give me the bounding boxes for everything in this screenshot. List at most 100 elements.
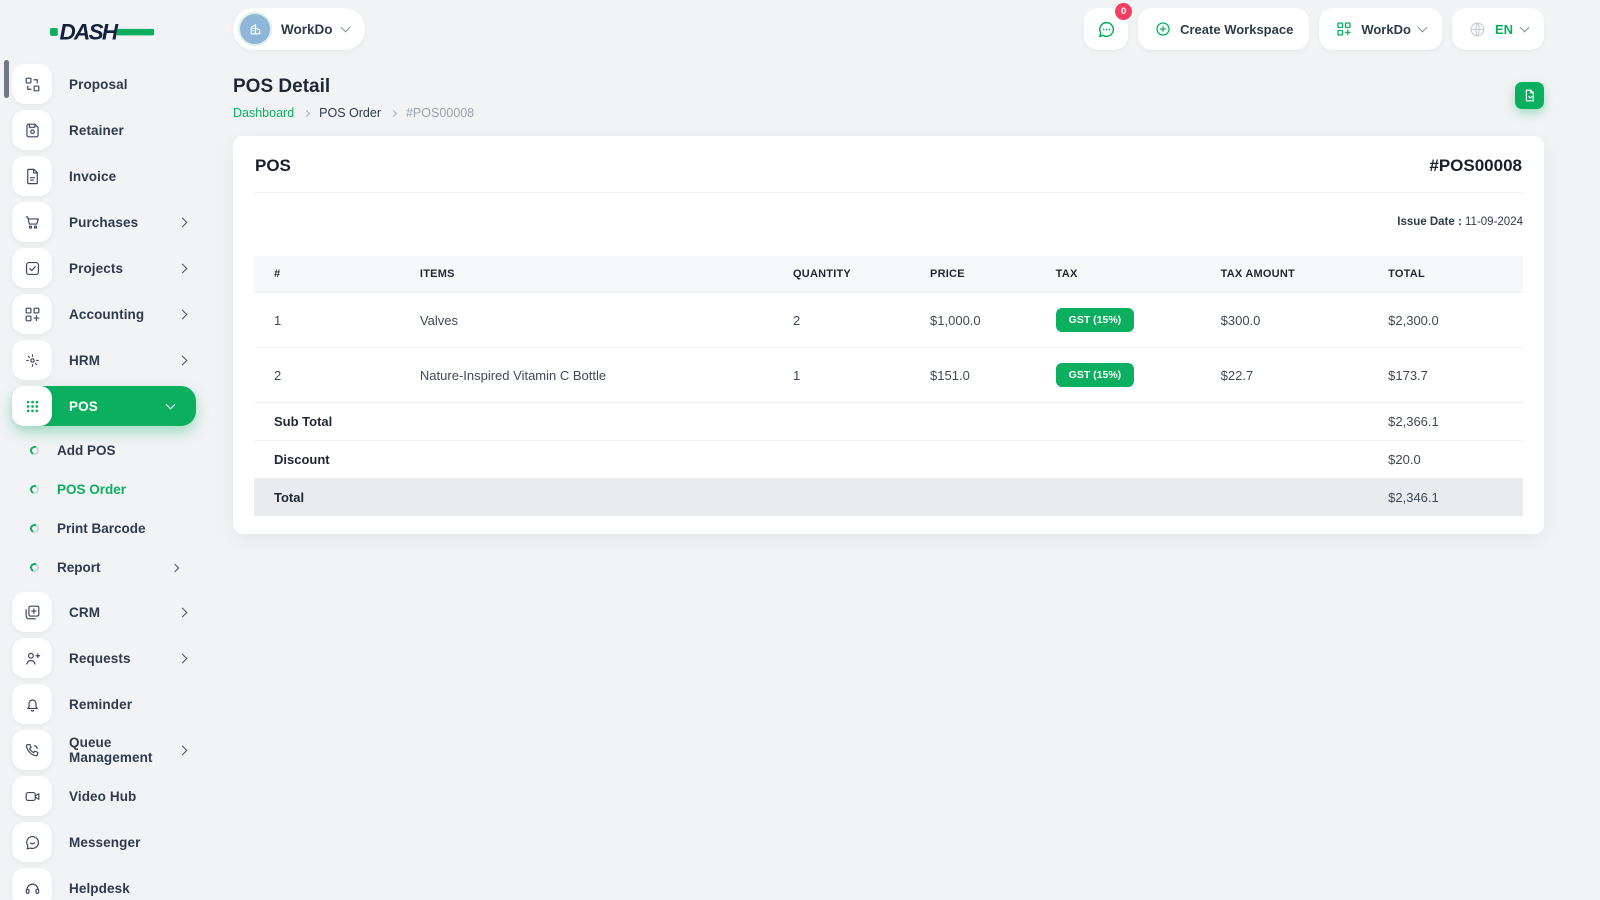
col-header-total: TOTAL [1388, 268, 1425, 280]
sidebar-item-messenger[interactable]: Messenger [0, 819, 210, 865]
empty-cell [399, 402, 1369, 441]
workspace-avatar [238, 12, 272, 46]
sidebar-item-crm[interactable]: CRM [0, 589, 210, 635]
cell-total: $2,300.0 [1368, 292, 1523, 348]
sidebar-item-label: Messenger [69, 834, 141, 850]
breadcrumb-separator-icon [303, 109, 311, 117]
messages-button[interactable]: 0 [1084, 3, 1133, 50]
cell-price: $151.0 [910, 347, 1036, 403]
col-header-quantity: QUANTITY [793, 268, 851, 280]
subtotal-row: Sub Total $2,366.1 [254, 402, 1523, 441]
user-plus-icon [12, 638, 52, 678]
hrm-icon [12, 340, 52, 380]
proposal-icon [12, 64, 52, 104]
plus-circle-icon [1156, 22, 1170, 36]
bell-icon [12, 684, 52, 724]
chevron-right-icon [177, 653, 188, 663]
table-row: 1 Valves 2 $1,000.0 GST (15%) $300.0 $2,… [254, 292, 1523, 348]
subitem-label: POS Order [57, 482, 127, 497]
bullet-icon [28, 483, 41, 496]
sidebar-item-label: Proposal [69, 76, 128, 92]
sidebar-item-video-hub[interactable]: Video Hub [0, 773, 210, 819]
workspace-selector[interactable]: WorkDo [233, 8, 365, 50]
col-header-price: PRICE [930, 268, 965, 280]
chevron-down-icon [1417, 22, 1428, 33]
subitem-label: Report [57, 560, 101, 575]
subitem-label: Add POS [57, 443, 116, 458]
sidebar-item-proposal[interactable]: Proposal [0, 61, 210, 107]
issue-date-value: 11-09-2024 [1465, 216, 1523, 228]
sidebar-item-requests[interactable]: Requests [0, 635, 210, 681]
bullet-icon [28, 522, 41, 535]
cell-item: Nature-Inspired Vitamin C Bottle [399, 347, 773, 403]
issue-date-label: Issue Date : [1397, 216, 1462, 228]
sidebar-item-purchases[interactable]: Purchases [0, 199, 210, 245]
cell-quantity: 1 [773, 347, 911, 403]
cell-index: 1 [254, 292, 400, 348]
chevron-right-icon [170, 563, 180, 572]
messages-count-badge: 0 [1115, 3, 1133, 20]
sidebar-item-helpdesk[interactable]: Helpdesk [0, 865, 210, 900]
cell-tax-amount: $22.7 [1200, 347, 1369, 403]
file-export-icon [1525, 89, 1534, 102]
chevron-right-icon [177, 309, 188, 319]
sidebar-item-retainer[interactable]: Retainer [0, 107, 210, 153]
table-row: 2 Nature-Inspired Vitamin C Bottle 1 $15… [254, 347, 1523, 403]
check-square-icon [12, 248, 52, 288]
breadcrumb-current: #POS00008 [405, 106, 475, 120]
sidebar-item-projects[interactable]: Projects [0, 245, 210, 291]
workspace-name: WorkDo [281, 21, 333, 37]
sidebar-item-label: Retainer [69, 122, 124, 138]
sidebar-item-accounting[interactable]: Accounting [0, 291, 210, 337]
cell-index: 2 [254, 347, 400, 403]
sidebar-nav: Proposal Retainer Invoice Purchases [0, 61, 210, 900]
table-header-row: # ITEMS QUANTITY PRICE TAX TAX AMOUNT TO… [254, 256, 1523, 293]
topbar: WorkDo 0 Create Workspace WorkDo EN [233, 0, 1544, 58]
page-title: POS Detail [233, 76, 331, 97]
sidebar-scrollbar[interactable] [4, 60, 9, 98]
save-icon [12, 110, 52, 150]
create-workspace-label: Create Workspace [1180, 21, 1294, 37]
bullet-icon [28, 561, 41, 574]
language-selector[interactable]: EN [1451, 8, 1544, 50]
pos-items-table: # ITEMS QUANTITY PRICE TAX TAX AMOUNT TO… [254, 256, 1523, 516]
subitem-label: Print Barcode [57, 521, 146, 536]
cell-tax: GST (15%) [1035, 292, 1201, 348]
sidebar-subitem-print-barcode[interactable]: Print Barcode [0, 509, 210, 548]
chevron-right-icon [177, 607, 188, 617]
tax-badge: GST (15%) [1055, 363, 1135, 387]
breadcrumb-separator-icon [389, 109, 398, 117]
sidebar-item-queue-management[interactable]: Queue Management [0, 727, 210, 773]
discount-row: Discount $20.0 [254, 440, 1523, 479]
sidebar-item-hrm[interactable]: HRM [0, 337, 210, 383]
workdo-menu-button[interactable]: WorkDo [1319, 8, 1442, 50]
subtotal-value: $2,366.1 [1368, 402, 1523, 441]
create-workspace-button[interactable]: Create Workspace [1138, 8, 1310, 50]
breadcrumb-pos-order[interactable]: POS Order [319, 106, 381, 120]
cell-tax: GST (15%) [1035, 347, 1201, 403]
sidebar-item-label: HRM [69, 352, 101, 368]
main-content: WorkDo 0 Create Workspace WorkDo EN [210, 0, 1600, 900]
export-pos-button[interactable] [1515, 82, 1544, 109]
sidebar-item-reminder[interactable]: Reminder [0, 681, 210, 727]
app-logo: DASH [50, 19, 154, 44]
issue-date: Issue Date : 11-09-2024 [254, 216, 1523, 228]
sidebar-item-label: Video Hub [69, 788, 137, 804]
sidebar-item-pos[interactable]: POS [12, 386, 196, 426]
breadcrumb-dashboard[interactable]: Dashboard [233, 106, 295, 120]
sidebar-item-invoice[interactable]: Invoice [0, 153, 210, 199]
sidebar-subitem-report[interactable]: Report [0, 548, 210, 587]
headset-icon [12, 868, 52, 900]
card-header: POS #POS00008 [254, 136, 1523, 193]
cart-icon [12, 202, 52, 242]
sidebar-subitem-add-pos[interactable]: Add POS [0, 431, 210, 470]
cell-price: $1,000.0 [910, 292, 1036, 348]
chevron-down-icon [340, 22, 350, 33]
sidebar-subitem-pos-order[interactable]: POS Order [0, 470, 210, 509]
chevron-down-icon [165, 399, 176, 410]
empty-cell [399, 478, 1369, 516]
total-value: $2,346.1 [1368, 478, 1523, 516]
empty-cell [399, 440, 1369, 479]
pos-detail-card: POS #POS00008 Issue Date : 11-09-2024 # … [233, 136, 1544, 534]
chevron-right-icon [177, 217, 188, 227]
